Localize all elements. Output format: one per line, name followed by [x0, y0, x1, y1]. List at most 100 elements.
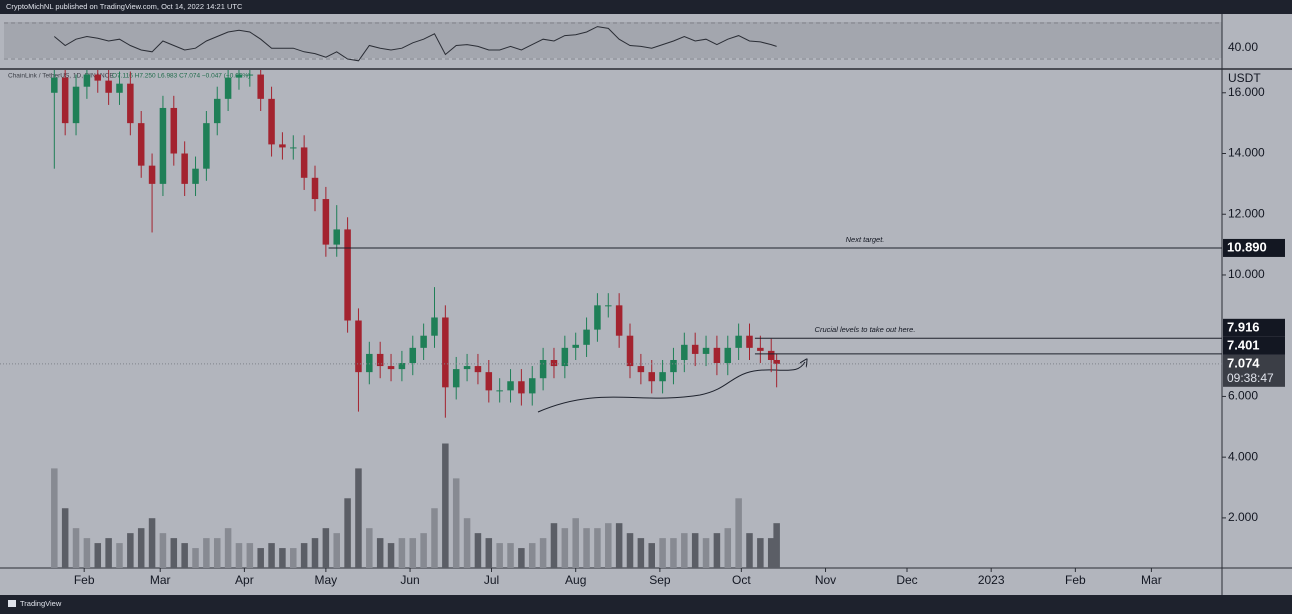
support-curve: [537, 362, 805, 413]
volume-bar: [735, 498, 742, 568]
volume-bar: [344, 498, 351, 568]
volume-bar: [398, 538, 406, 568]
candle-body: [94, 74, 102, 81]
volume-bar: [235, 543, 243, 568]
candle-body: [376, 353, 384, 367]
volume-bar: [159, 533, 167, 568]
volume-bar: [127, 533, 134, 568]
volume-bar: [550, 523, 558, 568]
candle-body: [420, 335, 427, 348]
volume-bar: [626, 533, 634, 568]
volume-bar: [203, 538, 210, 568]
volume-bar: [181, 543, 188, 568]
volume-bar: [507, 543, 514, 568]
candle-body: [518, 381, 525, 394]
volume-bar: [594, 528, 601, 568]
volume-bar: [105, 538, 112, 568]
candle-body: [224, 77, 232, 99]
candle-body: [550, 359, 558, 367]
volume-bar: [376, 538, 384, 568]
chart-bg: [0, 14, 1292, 595]
candle-body: [333, 229, 340, 245]
candle-body: [290, 147, 297, 149]
candle-body: [681, 344, 688, 360]
volume-bar: [322, 528, 330, 568]
volume-bar: [246, 543, 254, 568]
volume-bar: [681, 533, 688, 568]
candle-body: [474, 366, 482, 373]
footer-bar: [0, 595, 1292, 614]
header-text: CryptoMichNL published on TradingView.co…: [6, 2, 243, 11]
candle-body: [724, 347, 732, 364]
x-tick-label: Feb: [74, 573, 95, 587]
candle-body: [387, 366, 395, 370]
volume-bar: [61, 508, 69, 568]
x-tick-label: Jun: [400, 573, 419, 587]
x-tick-label: Mar: [1141, 573, 1162, 587]
volume-bar: [192, 548, 199, 568]
x-tick-label: 2023: [978, 573, 1005, 587]
candle-body: [659, 372, 666, 382]
volume-bar: [496, 543, 503, 568]
candle-body: [51, 77, 58, 93]
volume-bar: [279, 548, 286, 568]
level-note: Crucial levels to take out here.: [815, 325, 916, 334]
volume-bar: [561, 528, 569, 568]
candle-body: [452, 369, 460, 388]
candle-body: [539, 359, 547, 379]
volume-bar: [773, 523, 780, 568]
candle-body: [735, 335, 742, 348]
logo: [8, 600, 16, 607]
candle-body: [322, 199, 330, 245]
y-tick-label: 2.000: [1228, 510, 1258, 524]
candle-body: [409, 347, 417, 364]
volume-bar: [387, 543, 395, 568]
candle-body: [159, 107, 167, 184]
volume-bar: [539, 538, 547, 568]
candle-body: [366, 353, 373, 373]
candle-body: [442, 317, 449, 388]
y-axis-label: USDT: [1228, 71, 1261, 85]
volume-bar: [355, 468, 362, 568]
volume-bar: [572, 518, 579, 568]
volume-bar: [311, 538, 319, 568]
candle-body: [528, 378, 536, 394]
candle-body: [605, 305, 612, 307]
level-price-label: 7.401: [1227, 337, 1260, 352]
x-tick-label: Oct: [732, 573, 751, 587]
candle-body: [767, 350, 775, 360]
volume-bar: [528, 543, 536, 568]
y-tick-label: 14.000: [1228, 146, 1265, 160]
volume-bar: [148, 518, 156, 568]
legend-values: O7.116 H7.250 L6.983 C7.074 −0.047 (−0.6…: [112, 73, 250, 80]
volume-bar: [431, 508, 438, 568]
candle-body: [713, 347, 721, 364]
level-price-box: [1223, 238, 1285, 257]
x-tick-label: Feb: [1065, 573, 1086, 587]
volume-bar: [224, 528, 232, 568]
candle-body: [311, 177, 319, 200]
volume-bar: [116, 543, 123, 568]
x-tick-label: Apr: [235, 573, 254, 587]
volume-bar: [290, 548, 297, 568]
header-bar: [0, 0, 1292, 14]
candle-body: [583, 329, 590, 345]
volume-bar: [463, 518, 471, 568]
candle-body: [615, 305, 623, 336]
volume-bar: [72, 528, 80, 568]
volume-bar: [648, 543, 655, 568]
level-price-label: 10.890: [1227, 239, 1267, 254]
y-tick-label: 6.000: [1228, 389, 1258, 403]
volume-bar: [637, 538, 645, 568]
candle-body: [257, 74, 264, 99]
candle-body: [203, 123, 210, 169]
volume-bar: [474, 533, 482, 568]
y-tick-label: 4.000: [1228, 449, 1258, 463]
x-tick-label: May: [315, 573, 338, 587]
x-tick-label: Sep: [649, 573, 671, 587]
candle-body: [355, 320, 362, 373]
candle-body: [268, 98, 275, 145]
candle-body: [485, 372, 493, 391]
y-tick-label: 16.000: [1228, 85, 1265, 99]
